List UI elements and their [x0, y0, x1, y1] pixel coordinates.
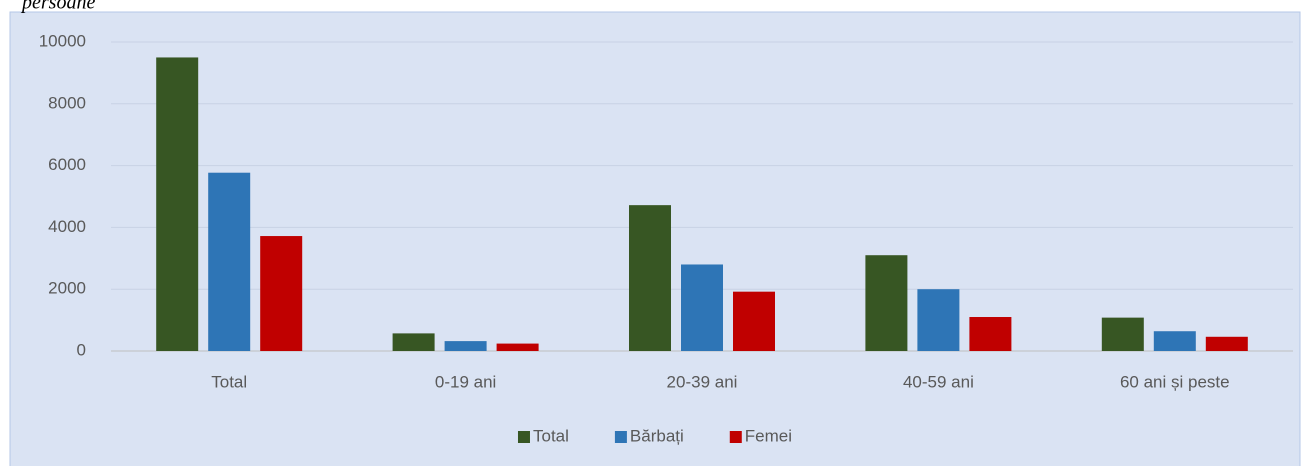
- bar: [156, 57, 199, 351]
- bar: [629, 205, 671, 351]
- bar: [260, 236, 303, 351]
- x-tick-label: 0-19 ani: [435, 372, 496, 391]
- legend-swatch: [614, 431, 627, 443]
- legend-swatch: [729, 431, 742, 443]
- y-axis-label: persoane: [20, 0, 95, 14]
- bar: [392, 333, 435, 351]
- y-tick-label: 0: [77, 340, 86, 359]
- y-tick-label: 6000: [48, 155, 86, 174]
- y-tick-label: 8000: [48, 93, 86, 112]
- y-tick-label: 10000: [39, 31, 86, 50]
- x-tick-label: Total: [211, 372, 247, 391]
- bar: [1205, 336, 1248, 351]
- bar: [1101, 317, 1144, 351]
- bar: [444, 341, 487, 351]
- legend-swatch: [517, 431, 530, 443]
- legend-label: Femei: [745, 426, 792, 445]
- x-tick-label: 60 ani și peste: [1120, 372, 1230, 391]
- bar: [917, 289, 960, 351]
- x-tick-label: 40-59 ani: [903, 372, 974, 391]
- bar: [208, 172, 251, 351]
- bar: [733, 291, 775, 351]
- bar: [496, 343, 539, 351]
- legend-label: Total: [533, 426, 569, 445]
- bar: [865, 255, 908, 351]
- bar: [1153, 331, 1196, 351]
- bar: [681, 264, 723, 351]
- legend-label: Bărbați: [630, 426, 684, 445]
- y-tick-label: 2000: [48, 279, 86, 298]
- bar: [969, 317, 1012, 351]
- y-tick-label: 4000: [48, 217, 86, 236]
- x-tick-label: 20-39 ani: [667, 372, 738, 391]
